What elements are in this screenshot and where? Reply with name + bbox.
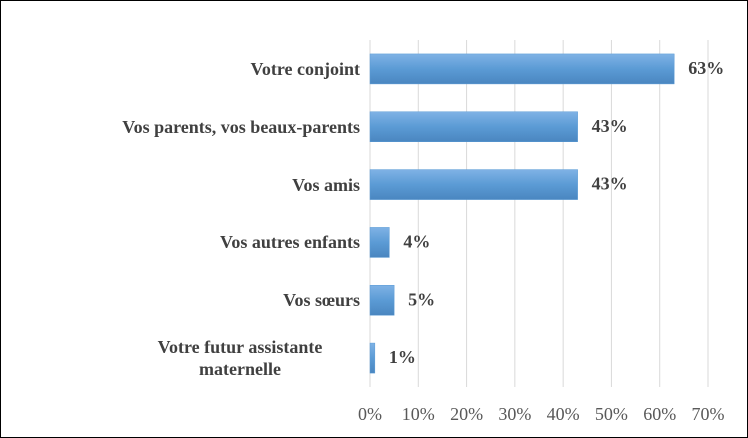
value-label: 43% [592, 116, 628, 136]
x-tick-label: 70% [692, 404, 725, 424]
x-tick-label: 20% [450, 404, 483, 424]
x-tick-label: 50% [595, 404, 628, 424]
value-label: 1% [389, 347, 416, 367]
category-label: Vos parents, vos beaux-parents [122, 116, 360, 137]
value-label: 43% [592, 174, 628, 194]
bar [369, 169, 578, 200]
category-label: Votre conjoint [250, 58, 361, 79]
bar [369, 53, 675, 85]
x-tick-label: 0% [358, 404, 382, 424]
x-tick-label: 30% [498, 404, 531, 424]
bar [369, 111, 578, 142]
x-tick-label: 40% [547, 404, 580, 424]
x-tick-label: 10% [402, 404, 435, 424]
category-label: Vos autres enfants [219, 232, 360, 253]
value-label: 63% [688, 58, 724, 78]
bar [369, 342, 376, 374]
x-tick-label: 60% [643, 404, 676, 424]
value-label: 4% [403, 232, 430, 252]
value-label: 5% [408, 289, 435, 309]
category-label: Votre futur assistante maternelle [157, 337, 323, 380]
category-label: Vos amis [292, 174, 360, 195]
bar [369, 227, 390, 258]
category-label: Vos sœurs [283, 290, 360, 311]
bar [369, 285, 395, 316]
